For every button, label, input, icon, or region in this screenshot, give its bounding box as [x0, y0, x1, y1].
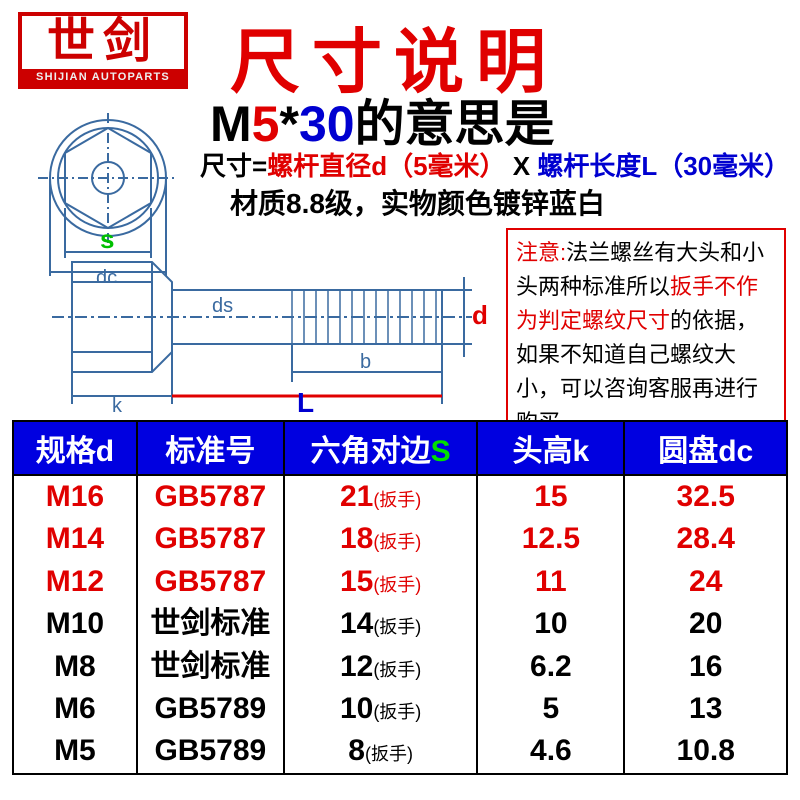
- th-hex: 六角对边S: [284, 421, 478, 475]
- formula-x: X: [506, 151, 538, 181]
- cell-disc: 16: [624, 646, 787, 688]
- cell-disc: 24: [624, 561, 787, 603]
- spec-table: 规格d 标准号 六角对边S 头高k 圆盘dc M16GB578721(扳手)15…: [12, 420, 788, 775]
- formula-eq: =: [252, 151, 267, 181]
- cell-hex: 12(扳手): [284, 646, 478, 688]
- example-star: *: [279, 96, 298, 152]
- example-tail: 的意思是: [355, 96, 555, 152]
- cell-head-height: 6.2: [477, 646, 624, 688]
- cell-standard: 世剑标准: [137, 603, 284, 645]
- cell-standard: 世剑标准: [137, 646, 284, 688]
- label-d: d: [472, 300, 487, 330]
- table-header-row: 规格d 标准号 六角对边S 头高k 圆盘dc: [13, 421, 787, 475]
- th-spec: 规格d: [13, 421, 137, 475]
- table-row: M6GB578910(扳手)513: [13, 688, 787, 730]
- cell-hex: 21(扳手): [284, 475, 478, 518]
- cell-head-height: 11: [477, 561, 624, 603]
- cell-head-height: 10: [477, 603, 624, 645]
- cell-disc: 13: [624, 688, 787, 730]
- th-disc: 圆盘dc: [624, 421, 787, 475]
- cell-standard: GB5789: [137, 730, 284, 773]
- formula-diameter: 螺杆直径d（5毫米）: [267, 151, 505, 181]
- cell-spec: M6: [13, 688, 137, 730]
- note-label: 注意:: [516, 240, 566, 265]
- label-k: k: [112, 395, 123, 412]
- example-m: M: [210, 96, 252, 152]
- cell-spec: M8: [13, 646, 137, 688]
- cell-spec: M12: [13, 561, 137, 603]
- cell-head-height: 4.6: [477, 730, 624, 773]
- label-ds: ds: [212, 295, 233, 317]
- label-b: b: [360, 351, 371, 373]
- cell-standard: GB5787: [137, 518, 284, 560]
- cell-spec: M10: [13, 603, 137, 645]
- cell-spec: M16: [13, 475, 137, 518]
- cell-hex: 8(扳手): [284, 730, 478, 773]
- cell-hex: 10(扳手): [284, 688, 478, 730]
- cell-head-height: 5: [477, 688, 624, 730]
- warning-note: 注意:法兰螺丝有大头和小头两种标准所以扳手不作为判定螺纹尺寸的依据，如果不知道自…: [506, 228, 786, 449]
- formula-length: 螺杆长度L（30毫米）: [537, 151, 790, 181]
- cell-standard: GB5789: [137, 688, 284, 730]
- cell-standard: GB5787: [137, 561, 284, 603]
- cell-hex: 18(扳手): [284, 518, 478, 560]
- example-length: 30: [299, 96, 355, 152]
- brand-name-cn: 世剑: [22, 16, 184, 69]
- cell-hex: 15(扳手): [284, 561, 478, 603]
- formula-lead: 尺寸: [200, 151, 252, 181]
- table-row: M12GB578715(扳手)1124: [13, 561, 787, 603]
- cell-spec: M5: [13, 730, 137, 773]
- label-l: L: [297, 387, 314, 412]
- th-head-height: 头高k: [477, 421, 624, 475]
- table-row: M10世剑标准14(扳手)1020: [13, 603, 787, 645]
- table-row: M16GB578721(扳手)1532.5: [13, 475, 787, 518]
- table-row: M5GB57898(扳手)4.610.8: [13, 730, 787, 773]
- cell-head-height: 12.5: [477, 518, 624, 560]
- size-formula: 尺寸=螺杆直径d（5毫米） X 螺杆长度L（30毫米）: [200, 146, 790, 183]
- cell-disc: 20: [624, 603, 787, 645]
- cell-standard: GB5787: [137, 475, 284, 518]
- bolt-side-view-diagram: ds d b L k: [42, 232, 487, 412]
- table-row: M8世剑标准12(扳手)6.216: [13, 646, 787, 688]
- cell-disc: 28.4: [624, 518, 787, 560]
- cell-spec: M14: [13, 518, 137, 560]
- brand-logo: 世剑 SHIJIAN AUTOPARTS: [18, 12, 188, 89]
- brand-name-en: SHIJIAN AUTOPARTS: [22, 69, 184, 85]
- material-note: 材质8.8级，实物颜色镀锌蓝白: [230, 182, 605, 222]
- table-row: M14GB578718(扳手)12.528.4: [13, 518, 787, 560]
- cell-hex: 14(扳手): [284, 603, 478, 645]
- cell-disc: 10.8: [624, 730, 787, 773]
- example-diameter: 5: [252, 96, 280, 152]
- cell-disc: 32.5: [624, 475, 787, 518]
- cell-head-height: 15: [477, 475, 624, 518]
- th-standard: 标准号: [137, 421, 284, 475]
